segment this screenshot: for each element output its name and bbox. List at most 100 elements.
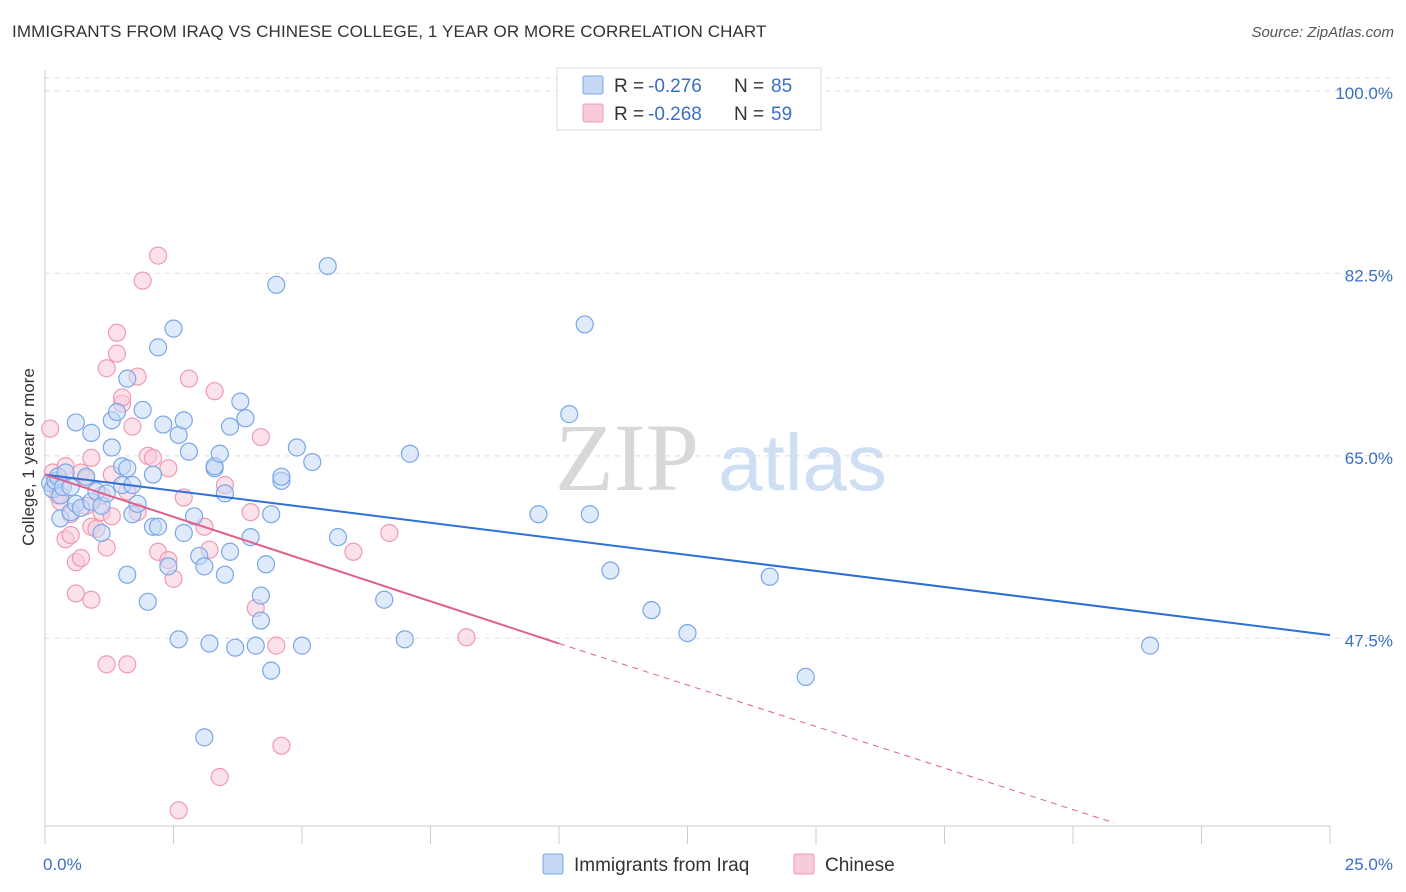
y-tick-label: 100.0% [1335, 84, 1393, 103]
chinese-point [97, 359, 116, 378]
iraq-point [262, 661, 281, 680]
chinese-point [179, 369, 199, 388]
iraq-point [220, 542, 240, 561]
iraq-point [395, 630, 414, 649]
iraq-point [174, 523, 193, 543]
iraq-point [179, 442, 199, 461]
legend-n-label-chinese: N = [734, 104, 764, 125]
legend-n-value-iraq: 85 [771, 76, 792, 97]
chinese-point [71, 548, 91, 568]
legend-r-label-chinese: R = [614, 104, 644, 125]
chinese-point [61, 525, 80, 545]
chinese-point [205, 382, 224, 401]
legend-r-value-iraq: -0.276 [648, 76, 702, 97]
stats-legend: R = -0.276 N = 85 R = -0.268 N = 59 [556, 67, 822, 131]
iraq-point [760, 567, 779, 586]
chinese-point [143, 448, 163, 468]
legend-r-label-iraq: R = [614, 76, 644, 97]
legend-n-value-chinese: 59 [771, 104, 792, 125]
iraq-point [400, 444, 420, 463]
series-legend-swatch-chinese [793, 853, 815, 875]
trend-lines [44, 473, 1331, 824]
iraq-point [303, 452, 322, 472]
chinese-point [107, 323, 127, 342]
iraq-point [164, 319, 183, 338]
iraq-point [231, 392, 250, 411]
chinese-point [123, 417, 142, 436]
iraq-point [82, 423, 101, 442]
chinese-point [344, 542, 363, 561]
trend-line-chinese [44, 473, 560, 645]
axes [44, 70, 1331, 844]
iraq-point [575, 315, 594, 334]
x-tick-label: 0.0% [43, 855, 82, 874]
iraq-point [195, 728, 214, 747]
y-axis-label: College, 1 year or more [19, 368, 38, 546]
legend-n-label-iraq: N = [734, 76, 764, 97]
iraq-point [143, 465, 163, 484]
iraq-point [678, 623, 697, 643]
iraq-point [251, 611, 270, 630]
x-tick-label: 25.0% [1345, 855, 1393, 874]
iraq-point [118, 565, 137, 584]
iraq-point [118, 369, 137, 388]
iraq-point [580, 505, 599, 524]
iraq-point [200, 634, 219, 653]
iraq-point [262, 505, 281, 524]
iraq-point [1140, 636, 1160, 655]
iraq-point [133, 400, 152, 420]
iraq-point [169, 630, 188, 649]
chinese-point [169, 801, 188, 820]
iraq-point [246, 636, 265, 655]
chinese-point [241, 503, 260, 522]
watermark: ZIP atlas [555, 404, 887, 511]
chinese-point [133, 271, 152, 290]
legend-swatch-chinese [582, 103, 604, 123]
watermark-zip: ZIP [555, 404, 699, 511]
iraq-point [102, 438, 121, 457]
series-legend-swatch-iraq [542, 853, 564, 875]
iraq-point [215, 484, 234, 503]
iraq-point [107, 402, 127, 422]
iraq-point [292, 636, 312, 655]
y-tick-label: 47.5% [1345, 631, 1393, 650]
iraq-point [128, 494, 147, 513]
chinese-point [267, 636, 286, 655]
iraq-point [215, 565, 234, 584]
iraq-point [66, 413, 85, 432]
gridlines [45, 77, 1395, 639]
chinese-point [457, 628, 476, 647]
iraq-point [236, 409, 255, 428]
source-credit: Source: ZipAtlas.com [1251, 24, 1394, 41]
iraq-point [220, 417, 240, 436]
iraq-point [796, 667, 815, 686]
chinese-point [118, 655, 137, 674]
iraq-point [251, 586, 270, 605]
legend-swatch-iraq [582, 75, 604, 95]
iraq-point [272, 467, 291, 486]
chinese-point [148, 246, 168, 265]
iraq-point [642, 601, 661, 620]
y-tick-label: 82.5% [1345, 266, 1393, 285]
chinese-point [82, 448, 101, 468]
y-tick-label: 65.0% [1345, 449, 1393, 468]
chinese-point [210, 767, 229, 787]
iraq-point [184, 507, 204, 526]
series-legend-iraq: Immigrants from Iraq [574, 855, 749, 876]
iraq-point [226, 638, 245, 657]
chinese-point [380, 523, 399, 543]
iraq-point [601, 561, 620, 580]
legend-r-value-chinese: -0.268 [648, 104, 702, 125]
iraq-point [375, 590, 394, 609]
series-legend-chinese: Chinese [825, 855, 895, 876]
iraq-point [159, 557, 178, 576]
iraq-point [148, 338, 168, 357]
iraq-point [195, 557, 214, 576]
iraq-point [148, 517, 168, 536]
x-tick-labels: 0.0% 25.0% [43, 855, 1393, 874]
chinese-point [272, 736, 291, 755]
series-legend: Immigrants from Iraq Chinese [542, 853, 895, 876]
chinese-point [82, 590, 101, 609]
iraq-point [287, 438, 306, 457]
